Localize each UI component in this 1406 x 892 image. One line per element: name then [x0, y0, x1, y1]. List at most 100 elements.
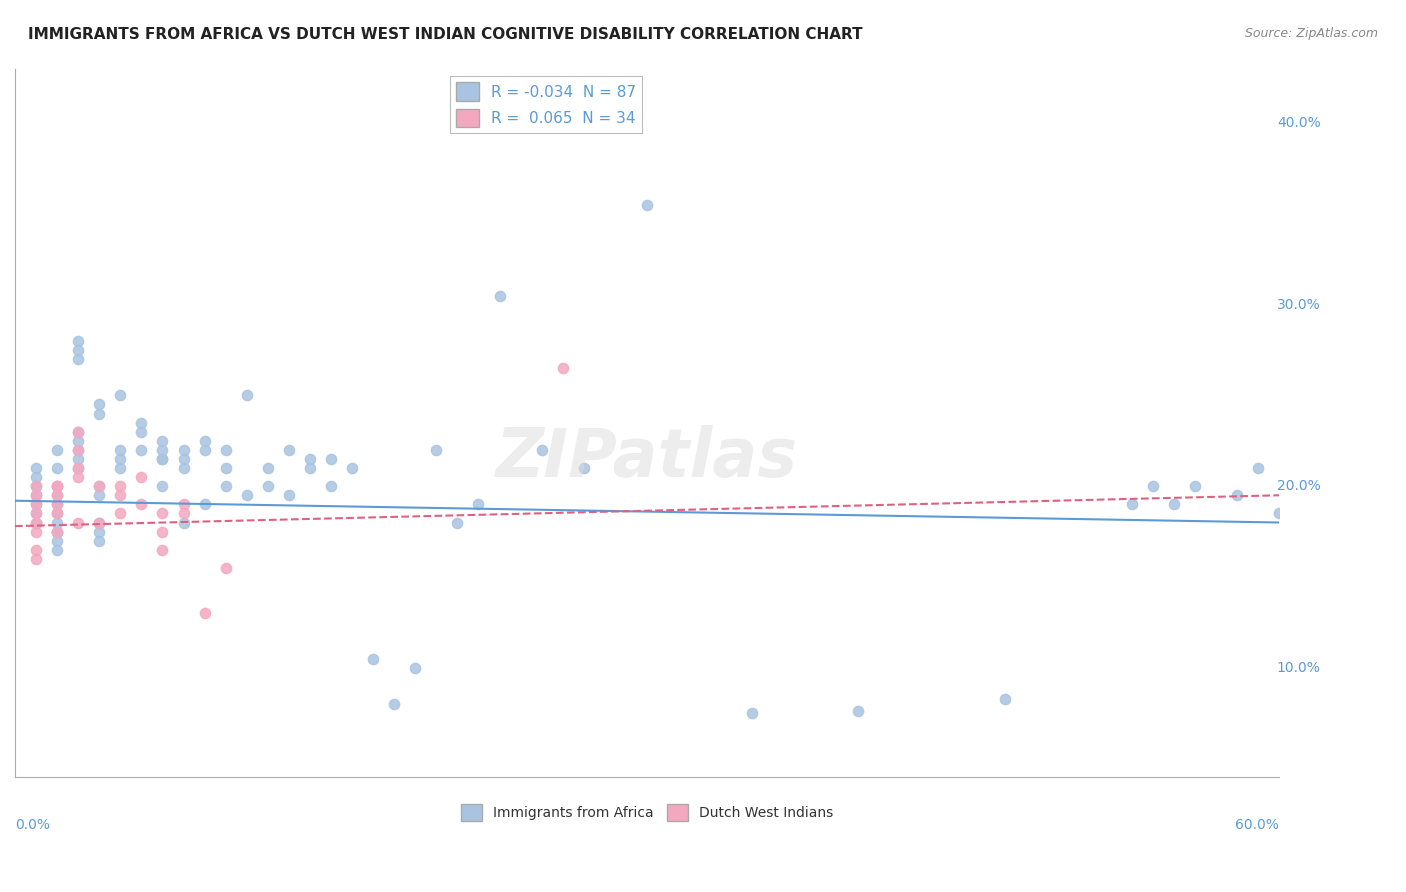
Point [173, 452, 195, 467]
Point [846, 704, 869, 718]
Point [67, 434, 90, 448]
Point [1163, 497, 1185, 511]
Point [194, 497, 217, 511]
Point [1184, 479, 1206, 493]
Point [1142, 479, 1164, 493]
Point [46, 533, 69, 548]
Text: 0.0%: 0.0% [15, 818, 51, 832]
Point [215, 461, 238, 475]
Point [298, 461, 321, 475]
Point [152, 524, 174, 539]
Point [215, 561, 238, 575]
Point [25, 497, 48, 511]
Point [67, 461, 90, 475]
Point [46, 524, 69, 539]
Point [110, 507, 132, 521]
Point [551, 361, 574, 376]
Point [152, 507, 174, 521]
Point [67, 352, 90, 367]
Point [110, 442, 132, 457]
Point [46, 479, 69, 493]
Point [235, 388, 257, 402]
Point [994, 691, 1017, 706]
Point [46, 524, 69, 539]
Text: 10.0%: 10.0% [1277, 661, 1320, 674]
Point [67, 442, 90, 457]
Point [173, 516, 195, 530]
Point [1247, 461, 1270, 475]
Point [25, 497, 48, 511]
Point [194, 607, 217, 621]
Point [572, 461, 595, 475]
Point [194, 434, 217, 448]
Point [67, 425, 90, 439]
Text: IMMIGRANTS FROM AFRICA VS DUTCH WEST INDIAN COGNITIVE DISABILITY CORRELATION CHA: IMMIGRANTS FROM AFRICA VS DUTCH WEST IND… [28, 27, 863, 42]
Point [1268, 507, 1291, 521]
Point [67, 334, 90, 348]
Point [46, 442, 69, 457]
Point [89, 479, 111, 493]
Point [46, 488, 69, 502]
Point [25, 507, 48, 521]
Point [110, 479, 132, 493]
Point [25, 479, 48, 493]
Point [1121, 497, 1143, 511]
Point [25, 516, 48, 530]
Text: 30.0%: 30.0% [1277, 298, 1320, 311]
Point [173, 497, 195, 511]
Point [636, 198, 658, 212]
Point [67, 516, 90, 530]
Point [131, 497, 153, 511]
Point [256, 479, 278, 493]
Point [46, 479, 69, 493]
Point [110, 461, 132, 475]
Point [298, 452, 321, 467]
Point [67, 442, 90, 457]
Point [46, 488, 69, 502]
Point [404, 661, 426, 675]
Text: 40.0%: 40.0% [1277, 116, 1320, 130]
Point [89, 524, 111, 539]
Legend: Immigrants from Africa, Dutch West Indians: Immigrants from Africa, Dutch West India… [456, 798, 839, 827]
Point [319, 452, 342, 467]
Point [89, 407, 111, 421]
Point [25, 479, 48, 493]
Point [46, 524, 69, 539]
Point [215, 442, 238, 457]
Point [152, 452, 174, 467]
Point [215, 479, 238, 493]
Text: 20.0%: 20.0% [1277, 479, 1320, 493]
Point [152, 434, 174, 448]
Point [89, 397, 111, 411]
Point [425, 442, 447, 457]
Point [25, 551, 48, 566]
Point [46, 507, 69, 521]
Point [152, 542, 174, 557]
Point [277, 442, 299, 457]
Point [1226, 488, 1249, 502]
Point [131, 425, 153, 439]
Point [89, 533, 111, 548]
Point [67, 452, 90, 467]
Point [488, 288, 510, 302]
Point [46, 461, 69, 475]
Point [361, 651, 384, 665]
Point [46, 516, 69, 530]
Point [131, 416, 153, 430]
Point [46, 507, 69, 521]
Point [25, 461, 48, 475]
Point [152, 452, 174, 467]
Point [173, 507, 195, 521]
Point [67, 461, 90, 475]
Point [467, 497, 489, 511]
Point [46, 542, 69, 557]
Point [530, 442, 553, 457]
Point [194, 442, 217, 457]
Point [173, 461, 195, 475]
Point [67, 343, 90, 357]
Point [67, 470, 90, 484]
Point [89, 516, 111, 530]
Point [1289, 497, 1312, 511]
Point [25, 507, 48, 521]
Point [89, 488, 111, 502]
